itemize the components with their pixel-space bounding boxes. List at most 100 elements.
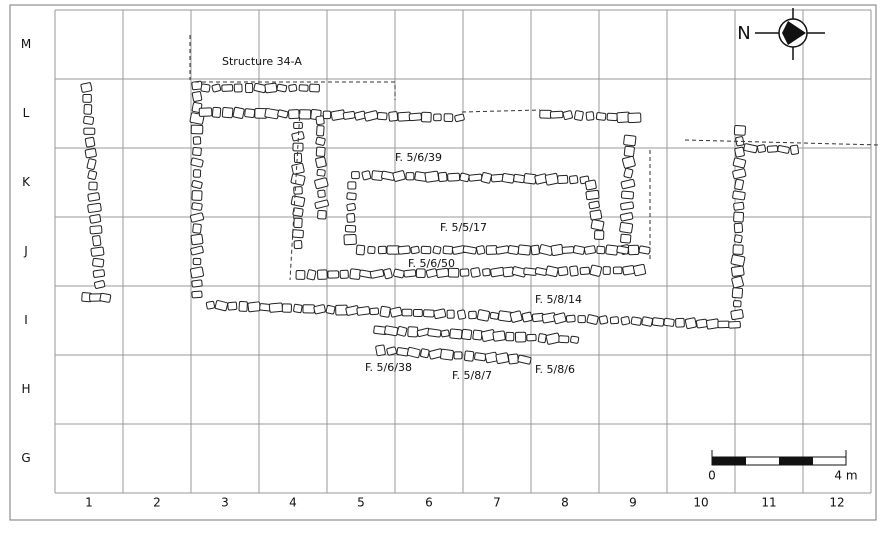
stone <box>523 173 537 185</box>
stone <box>620 178 636 190</box>
stone <box>386 346 397 356</box>
stone <box>295 269 306 280</box>
stone <box>189 212 205 223</box>
stone <box>420 348 430 359</box>
stone <box>495 352 510 365</box>
stone <box>89 225 103 235</box>
stone <box>198 107 213 117</box>
stone <box>290 195 306 207</box>
stone <box>550 244 564 256</box>
stone <box>620 316 631 326</box>
stone <box>88 181 98 191</box>
stone <box>214 300 229 312</box>
stone <box>244 108 256 118</box>
north-label: N <box>737 23 750 44</box>
stone <box>342 110 356 120</box>
stone <box>517 244 531 256</box>
stone <box>482 268 491 277</box>
stone <box>472 329 483 341</box>
stone <box>641 316 654 327</box>
stone <box>574 110 584 121</box>
stone <box>83 115 95 125</box>
stone <box>415 268 426 279</box>
stone <box>558 335 570 344</box>
stone <box>627 244 640 256</box>
stone <box>732 244 744 255</box>
stone <box>205 300 216 310</box>
stone <box>476 245 486 255</box>
stone <box>298 84 309 92</box>
stone <box>408 112 422 122</box>
stone <box>293 121 303 129</box>
stone <box>190 245 204 256</box>
column-label: 8 <box>561 496 569 510</box>
stone <box>367 245 376 255</box>
stone <box>565 314 576 323</box>
stone <box>356 306 371 316</box>
stone <box>190 233 204 246</box>
stone <box>620 233 632 244</box>
stone <box>705 318 720 330</box>
stone <box>309 83 320 93</box>
stone <box>730 254 746 267</box>
stone <box>87 202 102 213</box>
stone <box>490 173 504 183</box>
stone <box>584 179 597 191</box>
feature-label: F. 5/8/6 <box>535 363 575 376</box>
stone <box>501 173 515 184</box>
stone <box>92 235 102 247</box>
stone <box>602 266 611 275</box>
stone <box>468 173 483 182</box>
stone <box>612 266 623 275</box>
stone <box>388 111 399 122</box>
stone <box>427 328 442 338</box>
stone <box>443 113 454 122</box>
stone <box>346 203 356 212</box>
stone <box>221 107 234 119</box>
stone <box>276 83 288 93</box>
stone <box>401 308 413 317</box>
stone <box>461 328 473 341</box>
stone <box>191 91 203 102</box>
column-label: 2 <box>153 496 161 510</box>
column-label: 6 <box>425 496 433 510</box>
stone <box>386 245 400 255</box>
stone <box>521 311 533 323</box>
stone <box>412 308 423 317</box>
stone <box>293 217 303 229</box>
stone <box>315 136 326 146</box>
stone <box>192 136 202 145</box>
stone <box>457 309 467 320</box>
stone <box>292 207 304 217</box>
stone <box>189 266 205 279</box>
stone <box>756 144 767 153</box>
stone <box>396 326 408 337</box>
feature-label: F. 5/8/14 <box>535 293 582 306</box>
stone <box>375 344 386 357</box>
stone <box>732 168 747 180</box>
stone <box>572 245 586 255</box>
stone <box>191 290 203 299</box>
stone <box>83 104 93 115</box>
stone <box>393 268 405 279</box>
stone <box>545 265 559 278</box>
stone <box>191 202 203 211</box>
stone <box>568 175 579 185</box>
stone <box>495 245 510 255</box>
stone <box>232 106 245 119</box>
stone <box>470 267 481 278</box>
stone <box>291 162 305 175</box>
stone <box>728 320 741 329</box>
stone <box>627 112 642 124</box>
stone <box>440 348 454 361</box>
stone <box>454 113 465 123</box>
stone <box>369 307 380 316</box>
walls <box>80 80 800 365</box>
stone <box>489 311 500 320</box>
stone <box>190 157 204 168</box>
stone <box>281 303 292 313</box>
stone <box>589 264 603 277</box>
stone <box>562 110 573 120</box>
row-label: I <box>24 313 28 327</box>
stone <box>619 221 634 234</box>
